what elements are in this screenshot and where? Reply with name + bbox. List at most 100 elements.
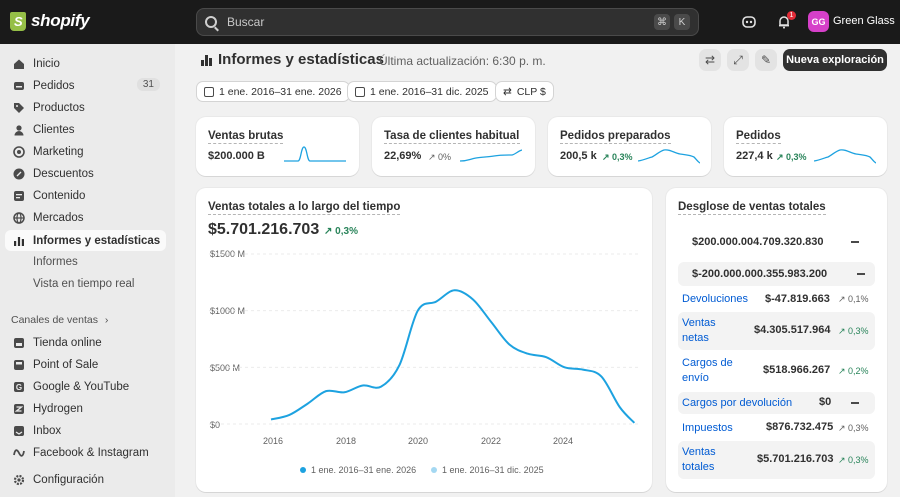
sidebar-item-point-of-sale[interactable]: Point of Sale: [5, 354, 166, 375]
person-icon: [13, 124, 25, 136]
shortcut-cmd-key: ⌘: [654, 14, 670, 30]
notification-badge: 1: [787, 11, 796, 20]
breakdown-label: Cargos de envío: [682, 357, 733, 384]
store-icon: [13, 337, 25, 349]
breakdown-row-cargos-devolucion[interactable]: Cargos por devolución $0: [678, 392, 875, 414]
breakdown-amount: $518.966.267: [763, 364, 831, 376]
discounts-amount: $-200.000.000.355.983.200: [692, 268, 828, 280]
breakdown-row-ventas-netas[interactable]: Ventas netas $4.305.517.964 ↗ 0,3%: [678, 312, 875, 350]
metric-value: $200.000 B: [208, 150, 265, 162]
breakdown-row-gross[interactable]: $200.000.004.709.320.830: [678, 230, 875, 254]
breakdown-label: Ventas totales: [682, 446, 716, 473]
edit-button[interactable]: ✎: [755, 49, 777, 71]
bell-icon[interactable]: [775, 13, 793, 31]
compare-range-filter[interactable]: 1 ene. 2016–31 dic. 2025: [347, 81, 497, 102]
sidebar-item-contenido[interactable]: Contenido: [5, 185, 166, 206]
sidebar-item-pedidos[interactable]: Pedidos 31: [5, 75, 166, 96]
sidebar-item-productos[interactable]: Productos: [5, 97, 166, 118]
currency-filter[interactable]: ⇄ CLP $: [495, 81, 554, 102]
currency-label: CLP $: [516, 85, 546, 98]
discount-icon: [13, 168, 25, 180]
metric-change: ↗ 0,3%: [602, 152, 633, 162]
sidebar-item-google-youtube[interactable]: G Google & YouTube: [5, 376, 166, 397]
sales-breakdown-card: Desglose de ventas totales $200.000.004.…: [666, 188, 887, 492]
home-icon: [13, 58, 25, 70]
search-input[interactable]: Buscar ⌘ K: [196, 8, 699, 36]
metric-card-tasa-clientes[interactable]: Tasa de clientes habitual... 22,69% ↗ 0%: [372, 117, 535, 176]
shopify-bag-icon: [10, 11, 26, 31]
metric-sparkline: [814, 149, 876, 164]
breakdown-label: Devoluciones: [682, 293, 749, 305]
y-tick-label: $500 M: [210, 363, 241, 373]
breakdown-amount: $-47.819.663: [765, 293, 830, 305]
svg-text:G: G: [16, 383, 22, 392]
sidebar-item-configuracion[interactable]: Configuración: [5, 469, 166, 490]
sidekick-icon[interactable]: [740, 13, 758, 31]
top-bar: shopify Buscar ⌘ K 1 GG Green Glass: [0, 0, 900, 44]
tag-icon: [13, 102, 25, 114]
sidebar-item-label: Mercados: [33, 211, 84, 224]
page-title: Informes y estadísticas: [201, 51, 384, 68]
breakdown-title[interactable]: Desglose de ventas totales: [678, 201, 826, 215]
x-tick-label: 2024: [553, 436, 574, 446]
sidebar-item-mercados[interactable]: Mercados: [5, 207, 166, 228]
search-placeholder: Buscar: [227, 15, 265, 29]
breakdown-change: ↗ 0,2%: [838, 366, 869, 376]
sidebar-item-hydrogen[interactable]: Hydrogen: [5, 398, 166, 419]
store-name[interactable]: Green Glass: [833, 15, 895, 27]
metric-title: Tasa de clientes habitual...: [384, 130, 520, 144]
sidebar-subitem-tiempo-real[interactable]: Vista en tiempo real: [33, 278, 135, 290]
shopify-logo[interactable]: shopify: [10, 11, 90, 31]
metric-sparkline: [638, 149, 700, 164]
sidebar-item-label: Inicio: [33, 57, 60, 70]
sidebar-item-inicio[interactable]: Inicio: [5, 53, 166, 74]
metric-value: 227,4 k: [736, 150, 773, 162]
new-exploration-button[interactable]: Nueva exploración: [783, 49, 887, 71]
legend-item-compare[interactable]: 1 ene. 2016–31 dic. 2025: [431, 465, 544, 475]
metric-title: Ventas brutas: [208, 130, 284, 144]
sidebar-item-inbox[interactable]: Inbox: [5, 420, 166, 441]
sidebar-item-tienda-online[interactable]: Tienda online: [5, 332, 166, 353]
currency-swap-icon: ⇄: [503, 85, 512, 98]
chart-title[interactable]: Ventas totales a lo largo del tiempo: [208, 201, 401, 215]
calendar-icon: [204, 86, 214, 97]
sidebar-subitem-informes[interactable]: Informes: [33, 256, 78, 268]
sidebar-item-facebook-instagram[interactable]: Facebook & Instagram: [5, 442, 166, 463]
date-range-filter[interactable]: 1 ene. 2016–31 ene. 2026: [196, 81, 350, 102]
sidebar-item-informes[interactable]: Informes y estadísticas: [5, 230, 166, 251]
metric-change: ↗ 0,3%: [776, 152, 807, 162]
breakdown-amount: $5.701.216.703: [757, 453, 834, 465]
expand-button[interactable]: ⤢: [727, 49, 749, 71]
sidebar-item-label: Clientes: [33, 123, 75, 136]
metric-card-ventas-brutas[interactable]: Ventas brutas $200.000 B: [196, 117, 359, 176]
refresh-button[interactable]: ⇄: [699, 49, 721, 71]
breakdown-row-cargos-envio[interactable]: Cargos de envío $518.966.267 ↗ 0,2%: [678, 352, 875, 390]
avatar[interactable]: GG: [808, 11, 829, 32]
orders-count-badge: 31: [136, 78, 160, 91]
chart-icon: [13, 235, 25, 247]
breakdown-row-devoluciones[interactable]: Devoluciones $-47.819.663 ↗ 0,1%: [678, 289, 875, 309]
calendar-compare-icon: [355, 86, 365, 97]
breakdown-change: ↗ 0,1%: [838, 294, 869, 304]
x-tick-label: 2018: [336, 436, 357, 446]
breakdown-row-impuestos[interactable]: Impuestos $876.732.475 ↗ 0,3%: [678, 417, 875, 439]
metric-card-pedidos-preparados[interactable]: Pedidos preparados 200,5 k ↗ 0,3%: [548, 117, 711, 176]
sales-channels-heading[interactable]: Canales de ventas ›: [11, 314, 108, 326]
breakdown-amount: $4.305.517.964: [754, 324, 831, 336]
sidebar-item-descuentos[interactable]: Descuentos: [5, 163, 166, 184]
pencil-icon: ✎: [760, 53, 772, 67]
metric-sparkline: [460, 149, 522, 162]
breakdown-row-discounts[interactable]: $-200.000.000.355.983.200: [678, 262, 875, 286]
total-sales-change: ↗ 0,3%: [324, 226, 358, 237]
date-range-label: 1 ene. 2016–31 ene. 2026: [219, 85, 342, 98]
breakdown-row-ventas-totales[interactable]: Ventas totales $5.701.216.703 ↗ 0,3%: [678, 441, 875, 479]
metric-value: 200,5 k: [560, 150, 597, 162]
legend-item-current[interactable]: 1 ene. 2016–31 ene. 2026: [300, 465, 416, 475]
metric-card-pedidos[interactable]: Pedidos 227,4 k ↗ 0,3%: [724, 117, 887, 176]
compare-range-label: 1 ene. 2016–31 dic. 2025: [370, 85, 489, 98]
sidebar-item-clientes[interactable]: Clientes: [5, 119, 166, 140]
sidebar-item-marketing[interactable]: Marketing: [5, 141, 166, 162]
globe-icon: [13, 211, 25, 224]
sidebar-item-label: Contenido: [33, 189, 86, 202]
inbox-icon: [13, 425, 25, 437]
